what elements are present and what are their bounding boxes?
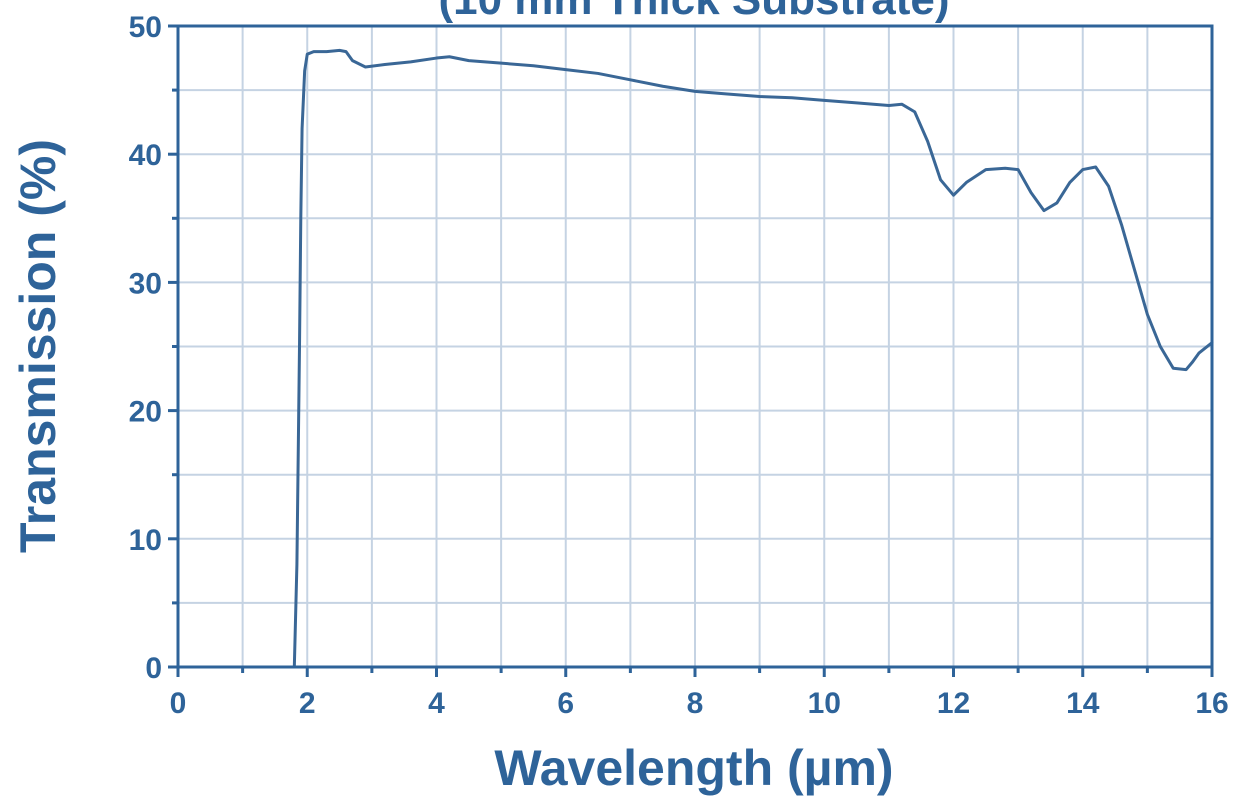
- y-tick-label: 30: [129, 267, 162, 300]
- x-tick-label: 12: [937, 687, 970, 720]
- y-tick-label: 40: [129, 139, 162, 172]
- chart-title: (10 mm Thick Substrate): [438, 0, 949, 24]
- x-tick-label: 0: [170, 687, 187, 720]
- x-tick-label: 2: [299, 687, 316, 720]
- series-layer: [292, 48, 1214, 669]
- grid: [178, 26, 1212, 667]
- x-tick-label: 16: [1195, 687, 1228, 720]
- y-tick-label: 50: [129, 11, 162, 44]
- x-tick-label: 8: [687, 687, 704, 720]
- y-tick-label: 10: [129, 524, 162, 557]
- x-tick-label: 4: [428, 687, 445, 720]
- transmission-series-line: [292, 48, 1214, 669]
- x-tick-label: 6: [557, 687, 574, 720]
- y-tick-label: 20: [129, 396, 162, 429]
- x-tick-label: 10: [808, 687, 841, 720]
- y-axis-label: Transmission (%): [10, 139, 66, 553]
- tick-labels: 0 2 4 6 8 10 12 14 16 0 10 20 30 40 50: [129, 11, 1229, 720]
- x-axis-label: Wavelength (µm): [494, 740, 893, 796]
- y-tick-label: 0: [145, 652, 162, 685]
- x-tick-label: 14: [1066, 687, 1100, 720]
- axes: [168, 24, 1214, 677]
